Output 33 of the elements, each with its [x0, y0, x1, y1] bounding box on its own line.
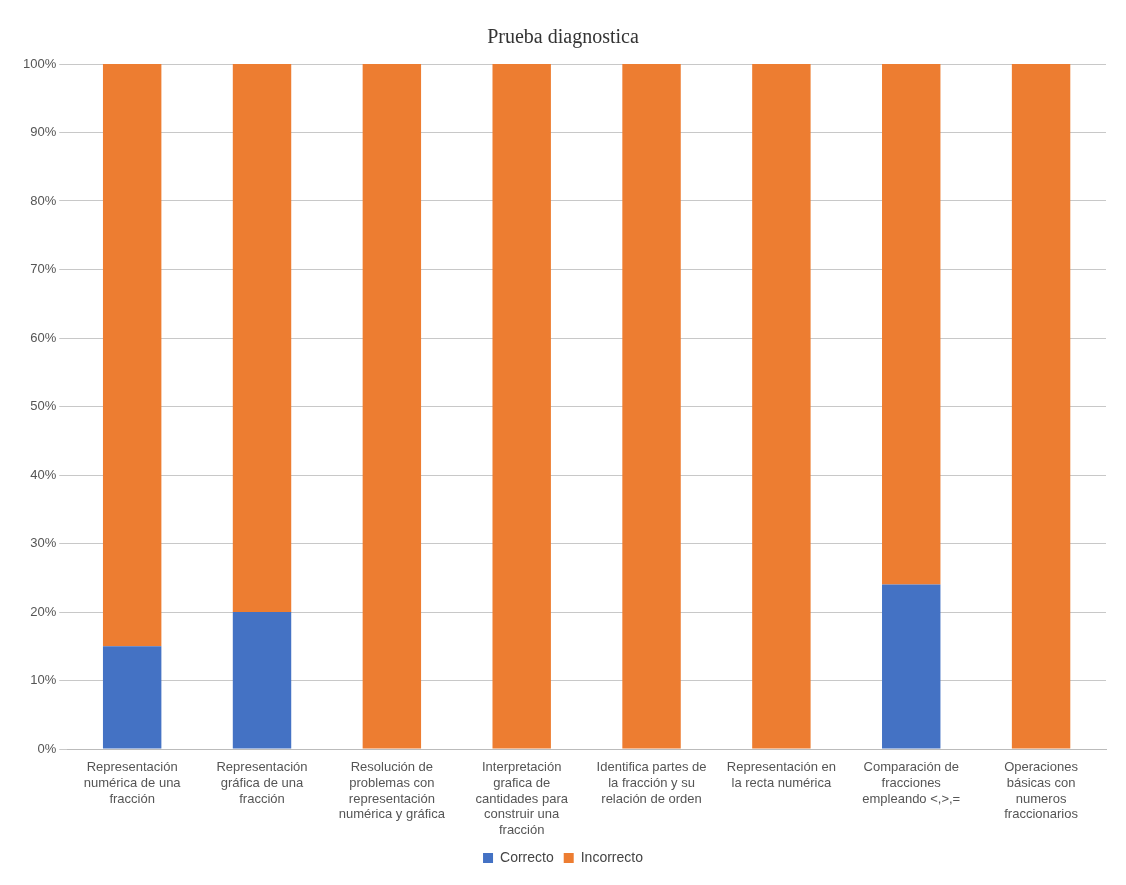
y-tick-label: 0% — [37, 740, 57, 756]
y-tick-label: 20% — [30, 603, 57, 619]
y-tick-label: 80% — [30, 192, 57, 208]
y-tick-label: 60% — [30, 329, 57, 345]
y-tick-label: 10% — [30, 672, 57, 688]
y-tick-label: 90% — [30, 124, 57, 140]
chart-title: Prueba diagnostica — [487, 25, 639, 49]
bar — [362, 64, 422, 749]
bar — [232, 64, 292, 612]
x-tick-label: Representación en la recta numérica — [726, 759, 836, 790]
x-tick-label: Representación gráfica de una fracción — [216, 759, 308, 806]
bar — [492, 64, 551, 749]
x-tick-label: Comparación de fracciones empleando <,>,= — [862, 759, 961, 806]
bar — [232, 612, 292, 749]
y-tick-label: 100% — [23, 55, 57, 71]
legend-label: Incorrecto — [580, 848, 644, 865]
x-tick-label: Interpretación grafica de cantidades para construir una fracción — [475, 759, 569, 837]
bar — [1011, 64, 1071, 749]
x-tick-label: Operaciones básicas con numeros fraccionarios — [1004, 759, 1079, 822]
bar — [752, 64, 811, 749]
bar — [622, 64, 681, 749]
x-tick-label: Identifica partes de la fracción y su relación de orden — [596, 759, 707, 806]
y-tick-label: 30% — [30, 535, 57, 551]
x-tick-label: Resolución de problemas con representación numérica y gráfica — [338, 759, 446, 822]
bar — [102, 64, 162, 647]
legend-label: Correcto — [500, 848, 554, 865]
bar — [102, 646, 162, 749]
y-tick-label: 40% — [30, 466, 57, 482]
bar — [882, 584, 941, 749]
y-tick-label: 50% — [30, 398, 57, 414]
x-tick-label: Representación numérica de una fracción — [83, 759, 182, 806]
bar — [882, 64, 941, 585]
y-tick-label: 70% — [30, 261, 57, 277]
